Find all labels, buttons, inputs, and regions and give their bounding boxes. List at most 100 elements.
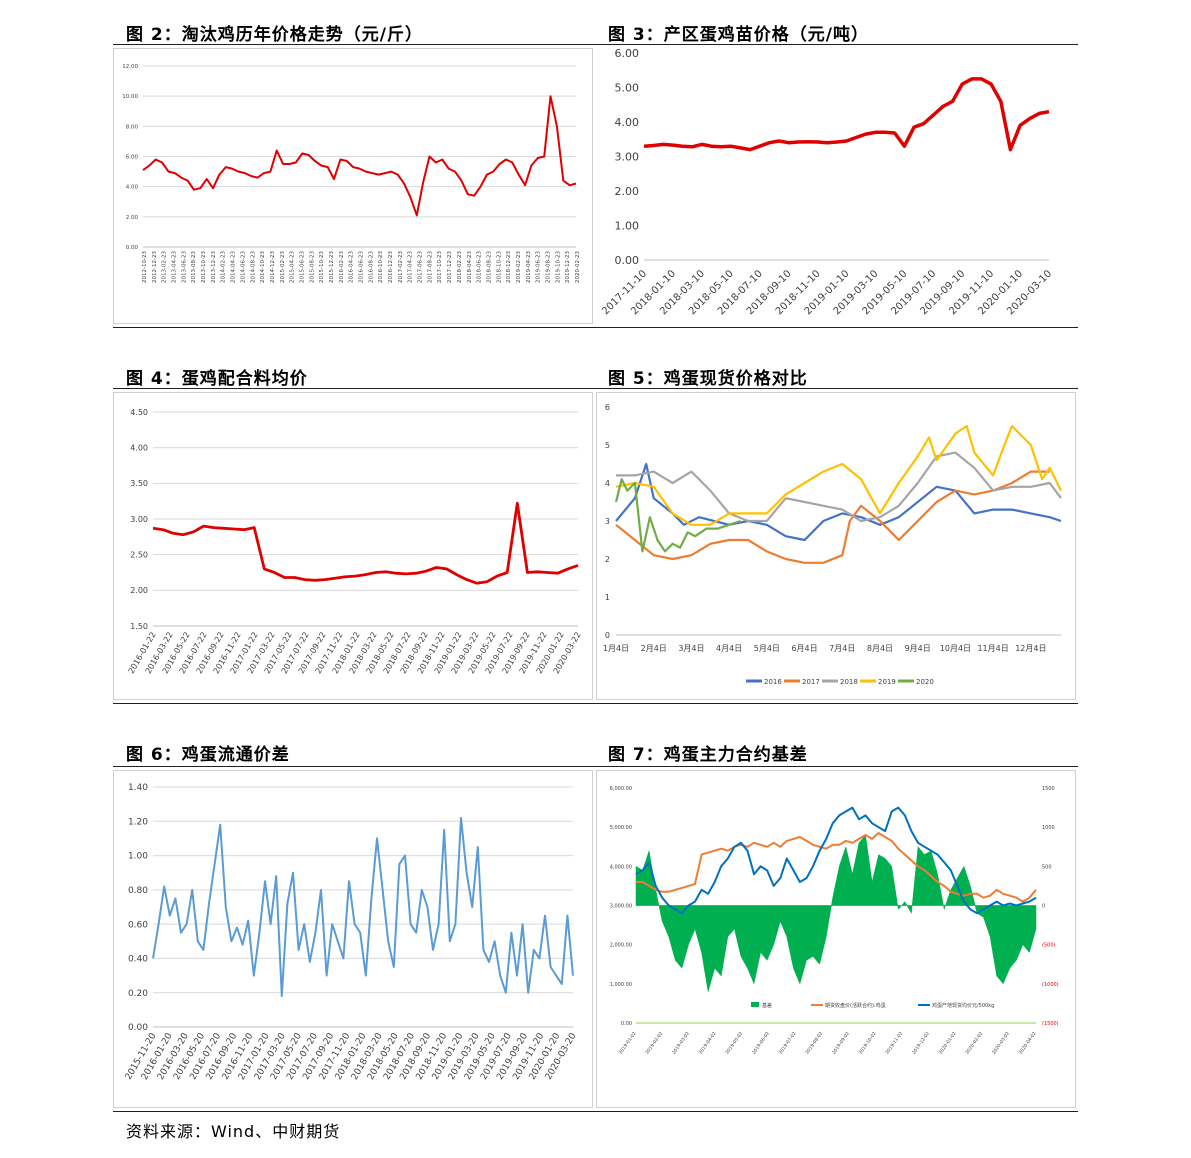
y-tick-label: 3.00	[130, 515, 148, 524]
legend-label: 期货收盘价(活跃合约):鸡蛋	[825, 1002, 886, 1009]
x-tick-label: 2019-11-02	[884, 1031, 904, 1056]
futures-price-line	[636, 832, 1037, 903]
y-tick-label: 0.40	[128, 955, 148, 965]
y-tick-label: 0	[605, 631, 610, 640]
x-tick-label: 2016-02-23	[339, 251, 345, 283]
y-tick-label: 3.00	[615, 150, 640, 163]
y-tick-label: 5.00	[615, 81, 640, 94]
x-tick-label: 2019-08-23	[545, 251, 551, 283]
x-tick-label: 3月4日	[678, 644, 704, 653]
x-tick-label: 7月4日	[829, 644, 855, 653]
y-tick-label: 1.40	[128, 783, 148, 793]
y-tick-label: 3	[605, 517, 610, 526]
y-tick-label-left: 0.00	[621, 1021, 632, 1027]
y-tick-label: 1.20	[128, 817, 148, 827]
x-tick-label: 2019-05-02	[724, 1031, 744, 1056]
y-tick-label: 2.00	[130, 586, 148, 595]
x-tick-label: 2019-06-23	[536, 251, 542, 283]
x-tick-label: 2015-06-23	[299, 251, 305, 283]
y-tick-label: 2.50	[130, 550, 148, 559]
series-line-2018	[616, 451, 1062, 523]
fig2-title: 图 2：淘汰鸡历年价格走势（元/斤）	[126, 25, 423, 45]
y-tick-label: 5	[605, 441, 610, 450]
series-line-2019	[615, 424, 1062, 526]
x-tick-label: 2014-04-23	[231, 251, 237, 283]
y-tick-label: 4.00	[130, 443, 148, 452]
fig3-title: 图 3：产区蛋鸡苗价格（元/吨）	[608, 25, 869, 45]
y-tick-label-right: 500	[1042, 864, 1052, 870]
x-tick-label: 6月4日	[791, 644, 817, 653]
x-tick-label: 2017-04-23	[408, 251, 414, 283]
y-tick-label: 2	[605, 555, 610, 564]
y-tick-label-right: (1000)	[1042, 982, 1059, 988]
x-tick-label: 2012-12-23	[152, 251, 158, 283]
x-tick-label: 2017-02-23	[398, 251, 404, 283]
x-tick-label: 2012-10-23	[142, 251, 148, 283]
legend-label: 2018	[840, 678, 858, 686]
x-tick-label: 2014-08-23	[250, 251, 256, 283]
x-tick-label: 2018-12-23	[506, 251, 512, 283]
rule-row1-bottom	[113, 327, 1078, 328]
y-tick-label: 6.00	[126, 154, 139, 160]
x-tick-label: 2019-02-02	[644, 1031, 664, 1056]
rule-fig4-top	[113, 388, 596, 389]
fig6-title: 图 6：鸡蛋流通价差	[126, 745, 290, 765]
chart-border	[596, 392, 1076, 700]
x-tick-label: 2020-04-02	[1018, 1031, 1038, 1056]
fig7-chart: 0.00 1,000.00 2,000.00 3,000.00 4,000.00 5,00…	[596, 770, 1076, 1108]
y-tick-label-right: 1000	[1042, 825, 1055, 831]
x-tick-label: 2019-12-23	[565, 251, 571, 283]
fig6-chart: 0.000.200.400.600.801.001.201.402015-11-…	[113, 770, 593, 1108]
chart-border	[113, 392, 593, 700]
y-tick-label: 4.00	[615, 116, 640, 129]
x-tick-label: 2020-02-23	[575, 251, 581, 283]
rule-fig6-top	[113, 766, 596, 767]
x-tick-label: 2014-12-23	[270, 251, 276, 283]
x-tick-label: 2016-06-23	[359, 251, 365, 283]
rule-row3-bottom	[113, 1111, 1078, 1112]
legend-label: 2016	[764, 678, 782, 686]
x-tick-label: 2014-06-23	[240, 251, 246, 283]
x-tick-label: 2020-03-02	[991, 1031, 1011, 1056]
fig7-title: 图 7：鸡蛋主力合约基差	[608, 745, 808, 765]
y-tick-label: 3.50	[130, 479, 148, 488]
fig2-chart: 0.00 2.00 4.00 6.00 8.00 10.00 12.00 2012-10-23…	[113, 48, 593, 324]
x-tick-label: 2015-02-23	[280, 251, 286, 283]
series-line	[152, 816, 574, 998]
x-tick-label: 2020-02-02	[964, 1031, 984, 1056]
x-tick-label: 2019-02-23	[516, 251, 522, 283]
x-tick-label: 2015-10-23	[319, 251, 325, 283]
series-line-2016	[615, 462, 1062, 542]
y-tick-label: 0.00	[128, 1023, 148, 1033]
x-tick-label: 2013-06-23	[181, 251, 187, 283]
y-tick-label: 0.00	[126, 245, 139, 251]
y-tick-label: 1.50	[130, 622, 148, 631]
legend-label: 2020	[916, 678, 934, 686]
x-tick-label: 10月4日	[940, 644, 971, 653]
fig3-chart: 0.001.002.003.004.005.006.002017-11-1020…	[600, 47, 1054, 317]
x-tick-label: 2019-10-23	[555, 251, 561, 283]
y-tick-label-left: 6,000.00	[610, 786, 632, 792]
x-tick-label: 2013-10-23	[201, 251, 207, 283]
rule-fig2-top	[113, 44, 596, 45]
y-tick-label-left: 1,000.00	[610, 982, 632, 988]
chart-border	[113, 48, 593, 324]
x-tick-label: 2019-03-02	[671, 1031, 691, 1056]
x-tick-label: 2月4日	[641, 644, 667, 653]
x-tick-label: 2017-06-23	[418, 251, 424, 283]
x-tick-label: 2020-01-02	[938, 1031, 958, 1056]
x-tick-label: 2016-12-23	[388, 251, 394, 283]
y-tick-label: 4	[605, 479, 610, 488]
y-tick-label: 1.00	[128, 852, 148, 862]
x-tick-label: 2013-12-23	[211, 251, 217, 283]
x-tick-label: 2019-10-02	[858, 1031, 878, 1056]
x-tick-label: 1月4日	[603, 644, 629, 653]
legend-label: 基差	[762, 1002, 772, 1009]
x-tick-label: 2018-08-23	[486, 251, 492, 283]
x-tick-label: 2019-01-02	[618, 1031, 638, 1056]
rule-fig5-top	[596, 388, 1078, 389]
x-tick-label: 2014-02-23	[221, 251, 227, 283]
fig4-title: 图 4：蛋鸡配合料均价	[126, 369, 308, 389]
x-tick-label: 2013-08-23	[191, 251, 197, 283]
x-tick-label: 2018-02-23	[457, 251, 463, 283]
